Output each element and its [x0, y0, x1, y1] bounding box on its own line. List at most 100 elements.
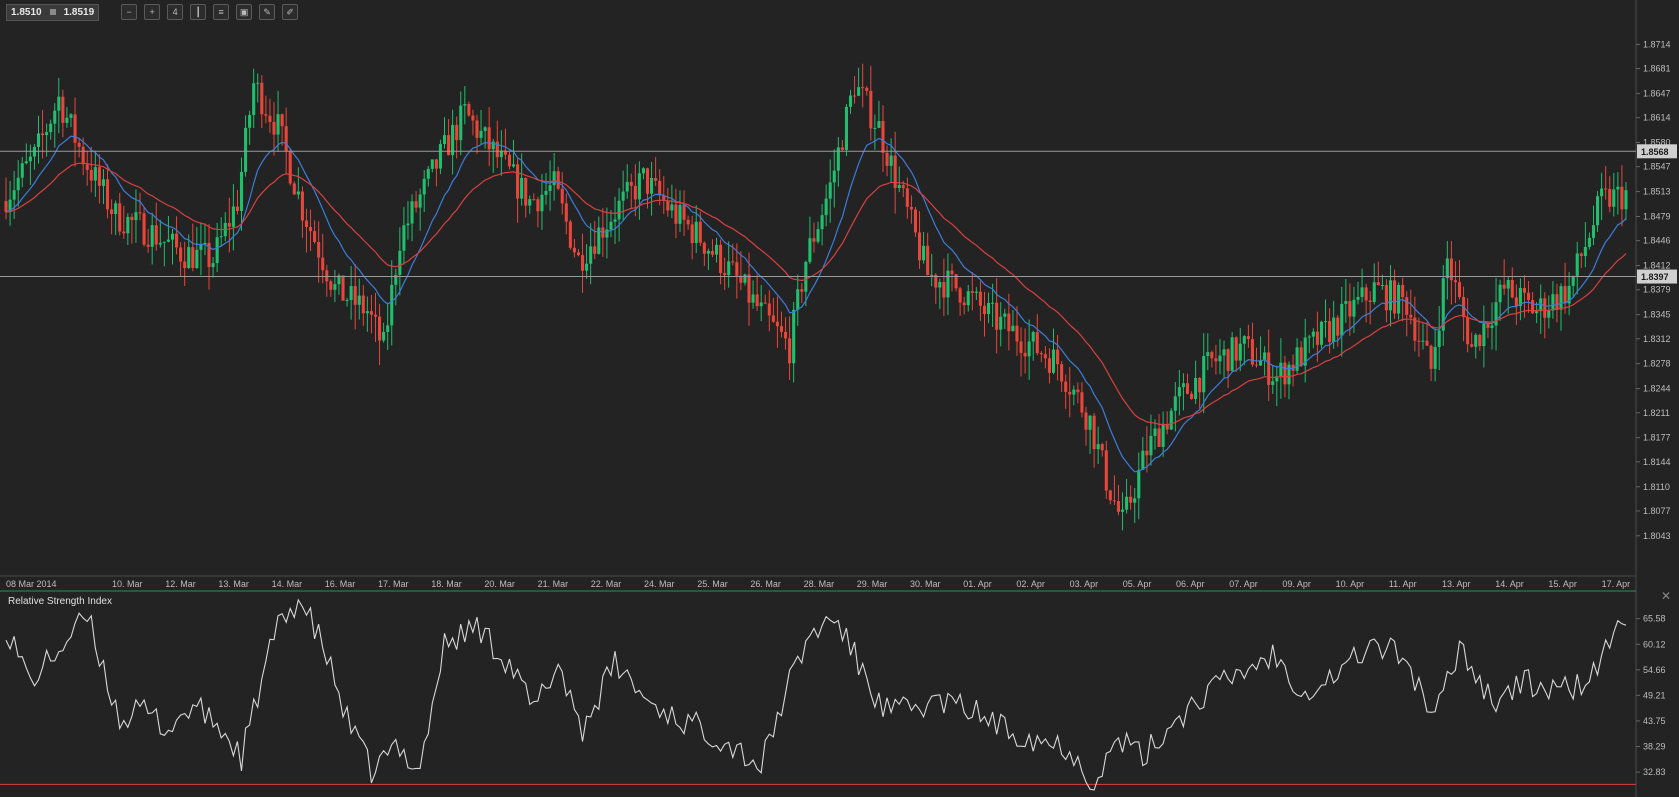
candle-body: [1563, 286, 1567, 304]
candle-body: [276, 114, 280, 135]
timeframe-icon[interactable]: 4: [167, 4, 184, 20]
candle-body: [938, 281, 942, 288]
candle-body: [1198, 378, 1202, 393]
candle-body: [12, 190, 16, 200]
candle-body: [633, 185, 637, 200]
candle-body: [999, 316, 1003, 330]
candle-body: [369, 311, 373, 315]
candle-body: [747, 274, 751, 303]
x-tick-label: 12. Mar: [165, 579, 196, 589]
candle-body: [581, 255, 585, 271]
candle-body: [337, 275, 341, 285]
candle-body: [1051, 349, 1056, 373]
rsi-y-tick-label: 43.75: [1643, 716, 1666, 726]
candle-body: [65, 117, 69, 123]
candle-body: [1190, 393, 1194, 399]
candle-body: [954, 274, 958, 289]
candle-body: [491, 141, 495, 150]
candle-body: [1250, 339, 1254, 365]
candle-body: [982, 305, 987, 315]
candle-body: [735, 262, 739, 276]
candle-body: [1466, 317, 1470, 345]
candle-body: [300, 191, 304, 221]
candle-body: [475, 120, 479, 138]
candle-body: [836, 147, 840, 171]
candle-body: [1035, 332, 1039, 354]
chart-toolbar: 1.8510 1.8519 − +4 ┃ ≡ ▣ ✎ ✐: [6, 3, 299, 21]
candle-body: [1376, 282, 1380, 286]
candle-body: [1579, 253, 1583, 257]
y-tick-label: 1.8379: [1643, 285, 1671, 295]
zoom-in-icon[interactable]: +: [144, 4, 161, 20]
candle-body: [1307, 336, 1311, 338]
candle-body: [1612, 189, 1616, 207]
zoom-out-icon[interactable]: −: [121, 4, 138, 20]
candle-body: [1522, 287, 1527, 293]
candle-body: [422, 178, 426, 195]
candle-body: [585, 263, 589, 271]
candle-body: [378, 316, 382, 341]
candle-body: [101, 179, 106, 186]
candle-body: [345, 300, 349, 302]
candle-body: [714, 244, 719, 255]
candle-body: [1328, 321, 1332, 343]
candle-body: [89, 170, 93, 181]
candle-body: [987, 303, 991, 315]
candle-body: [922, 245, 926, 261]
candle-body: [1104, 450, 1108, 491]
candle-body: [706, 250, 710, 254]
candle-body: [540, 194, 544, 212]
indicators-icon[interactable]: ≡: [213, 4, 230, 20]
candle-body: [564, 203, 568, 222]
candle-body: [28, 156, 32, 162]
candle-body: [398, 250, 402, 275]
candle-body: [1620, 186, 1624, 210]
candle-body: [658, 180, 662, 196]
candle-body: [463, 104, 467, 106]
candle-body: [73, 114, 77, 143]
candle-body: [1039, 353, 1043, 355]
candle-body: [840, 147, 844, 150]
candle-body: [576, 252, 581, 256]
candle-body: [402, 225, 406, 251]
x-tick-label: 18. Mar: [431, 579, 462, 589]
candle-body: [978, 291, 982, 306]
candle-body: [605, 229, 609, 238]
draw-icon[interactable]: ✎: [259, 4, 276, 20]
candle-body: [995, 302, 999, 330]
candle-body: [211, 263, 215, 268]
candle-body: [146, 244, 150, 247]
candle-body: [1153, 428, 1157, 436]
candle-body: [20, 163, 24, 178]
rsi-close-icon[interactable]: ✕: [1660, 589, 1671, 603]
candle-body: [1125, 496, 1129, 510]
templates-icon[interactable]: ▣: [236, 4, 253, 20]
candle-body: [516, 164, 520, 199]
candle-body: [503, 150, 507, 155]
candle-body: [877, 121, 881, 128]
candle-body: [1482, 323, 1486, 347]
y-tick-label: 1.8412: [1643, 261, 1671, 271]
x-tick-label: 17. Mar: [378, 579, 409, 589]
candles-icon[interactable]: ┃: [190, 4, 207, 20]
candle-body: [130, 216, 134, 221]
candle-body: [893, 155, 897, 189]
candle-body: [256, 82, 260, 84]
candle-body: [1616, 186, 1620, 190]
candle-body: [828, 182, 832, 199]
candle-body: [308, 226, 313, 232]
candle-body: [1429, 345, 1433, 369]
edit-icon[interactable]: ✐: [282, 4, 299, 20]
candle-body: [1364, 287, 1368, 301]
candle-body: [341, 275, 345, 301]
candle-body: [641, 168, 645, 174]
candle-body: [1226, 349, 1230, 371]
candle-body: [455, 124, 459, 141]
candle-body: [1348, 301, 1352, 317]
x-tick-label: 25. Mar: [697, 579, 728, 589]
candle-body: [853, 95, 857, 97]
candle-body: [1409, 314, 1413, 318]
candle-body: [296, 191, 300, 195]
candle-body: [227, 222, 231, 227]
